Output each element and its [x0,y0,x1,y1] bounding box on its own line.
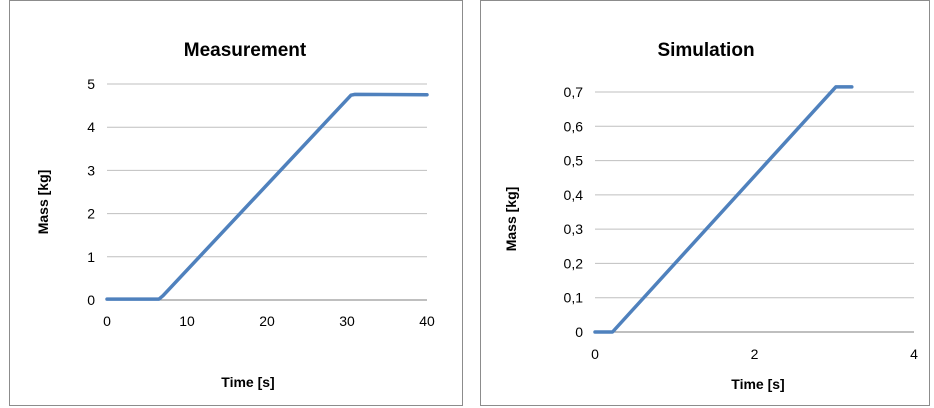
y-tick-label: 2 [87,206,95,222]
y-tick-label: 3 [87,162,95,178]
simulation-chart: 0 0,1 0,2 0,3 0,4 0,5 0,6 0,7 0 2 4 Simulation Tim… [503,40,918,392]
y-tick-label: 4 [87,119,95,135]
y-tick-label: 0,4 [564,187,584,203]
x-tick-label: 0 [591,346,599,362]
x-tick-label: 0 [103,313,111,329]
x-tick-label: 30 [339,313,355,329]
x-tick-label: 10 [179,313,195,329]
y-tick-label: 0,3 [564,221,584,237]
y-tick-label: 0,7 [564,84,584,100]
x-tick-label: 4 [910,346,918,362]
series-line [593,85,854,334]
y-tick-label: 0,5 [564,153,584,169]
measurement-chart-panel: 0 1 2 3 4 5 0 10 20 30 40 Measurement Time [s] Mas… [9,0,463,406]
y-tick-label: 0,2 [564,255,584,271]
chart-title: Measurement [184,40,307,61]
x-tick-label: 2 [751,346,759,362]
y-tick-label: 5 [87,76,95,92]
x-axis-title: Time [s] [731,376,784,392]
y-tick-label: 0 [87,292,95,308]
y-axis-title: Mass [kg] [503,187,519,252]
measurement-chart: 0 1 2 3 4 5 0 10 20 30 40 Measurement Time [s] Mas… [35,40,435,390]
x-tick-label: 40 [419,313,435,329]
x-tick-label: 20 [259,313,275,329]
series-line [105,92,429,301]
y-tick-label: 1 [87,249,95,265]
x-axis-title: Time [s] [221,374,274,390]
simulation-chart-panel: 0 0,1 0,2 0,3 0,4 0,5 0,6 0,7 0 2 4 Simulation Tim… [480,0,930,406]
y-tick-label: 0,6 [564,118,584,134]
y-axis-title: Mass [kg] [35,170,51,235]
y-tick-label: 0 [575,324,583,340]
chart-title: Simulation [657,40,754,61]
y-tick-label: 0,1 [564,290,584,306]
